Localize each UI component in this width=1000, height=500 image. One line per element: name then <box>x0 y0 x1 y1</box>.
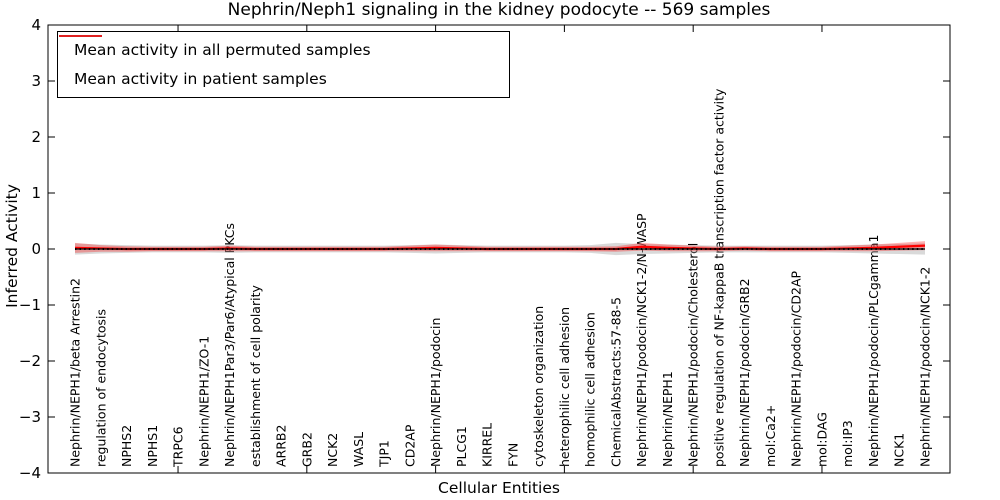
x-tick-label: NPHS1 <box>145 425 160 467</box>
x-tick-label: mol:IP3 <box>840 420 855 467</box>
legend-line-red-icon <box>59 35 102 37</box>
patient-spread-band <box>75 241 925 253</box>
legend-label-permuted: Mean activity in all permuted samples <box>74 40 371 59</box>
x-tick-label: NPHS2 <box>119 425 134 467</box>
x-tick-label: Nephrin/NEPH1/podocin/Cholesterol <box>686 243 701 467</box>
legend: Mean activity in all permuted samples Me… <box>57 31 510 98</box>
y-axis-label: Inferred Activity <box>3 184 21 308</box>
y-tick-label: −4 <box>19 464 41 482</box>
x-tick-label: Nephrin/NEPH1/ZO-1 <box>196 336 211 467</box>
x-tick-label: ARRB2 <box>274 425 289 467</box>
x-tick-label: Nephrin/NEPH1/podocin/CD2AP <box>789 271 804 467</box>
y-tick-label: 1 <box>31 184 41 202</box>
y-tick-label: −1 <box>19 296 41 314</box>
y-tick-label: −2 <box>19 352 41 370</box>
x-tick-label: NCK1 <box>892 433 907 467</box>
legend-entry-permuted: Mean activity in all permuted samples <box>59 35 509 59</box>
x-tick-label: Nephrin/NEPH1/podocin/PLCgamma1 <box>866 235 881 467</box>
x-tick-label: NCK2 <box>325 433 340 467</box>
legend-label-patient: Mean activity in patient samples <box>74 70 327 89</box>
y-tick-label: −3 <box>19 408 41 426</box>
x-tick-label: GRB2 <box>299 432 314 467</box>
y-tick-label: 4 <box>31 16 41 34</box>
x-tick-label: Nephrin/NEPH1Par3/Par6/Atypical PKCs <box>222 223 237 467</box>
x-axis-label: Cellular Entities <box>438 479 560 497</box>
x-tick-label: CD2AP <box>402 424 417 467</box>
x-tick-label: WASL <box>351 432 366 467</box>
x-tick-label: PLCG1 <box>454 426 469 467</box>
x-tick-label: heterophilic cell adhesion <box>557 307 572 467</box>
x-tick-label: Nephrin/NEPH1/podocin/NCK1-2/N-WASP <box>634 213 649 467</box>
x-tick-label: regulation of endocytosis <box>93 309 108 467</box>
y-tick-label: 3 <box>31 72 41 90</box>
x-tick-label: TRPC6 <box>171 426 186 468</box>
x-tick-label: Nephrin/NEPH1/beta Arrestin2 <box>68 278 83 467</box>
x-tick-label: ChemicalAbstracts:57-88-5 <box>608 297 623 467</box>
chart-title: Nephrin/Neph1 signaling in the kidney po… <box>227 0 771 20</box>
x-tick-label: TJP1 <box>377 440 392 468</box>
x-tick-label: FYN <box>505 443 520 467</box>
x-tick-label: Nephrin/NEPH1/podocin/GRB2 <box>737 278 752 467</box>
y-tick-label: 2 <box>31 128 41 146</box>
y-tick-label: 0 <box>31 240 41 258</box>
x-tick-label: Nephrin/NEPH1 <box>660 371 675 467</box>
x-tick-label: homophilic cell adhesion <box>583 312 598 467</box>
x-tick-label: mol:DAG <box>814 412 829 467</box>
x-tick-label: Nephrin/NEPH1/podocin/NCK1-2 <box>918 267 933 467</box>
x-tick-label: establishment of cell polarity <box>248 285 263 467</box>
x-tick-label: positive regulation of NF-kappaB transcr… <box>711 88 726 467</box>
legend-entry-patient: Mean activity in patient samples <box>59 35 509 89</box>
x-tick-label: cytoskeleton organization <box>531 306 546 467</box>
x-tick-label: Nephrin/NEPH1/podocin <box>428 318 443 467</box>
x-tick-label: KIRREL <box>480 423 495 467</box>
x-tick-label: mol:Ca2+ <box>763 405 778 467</box>
